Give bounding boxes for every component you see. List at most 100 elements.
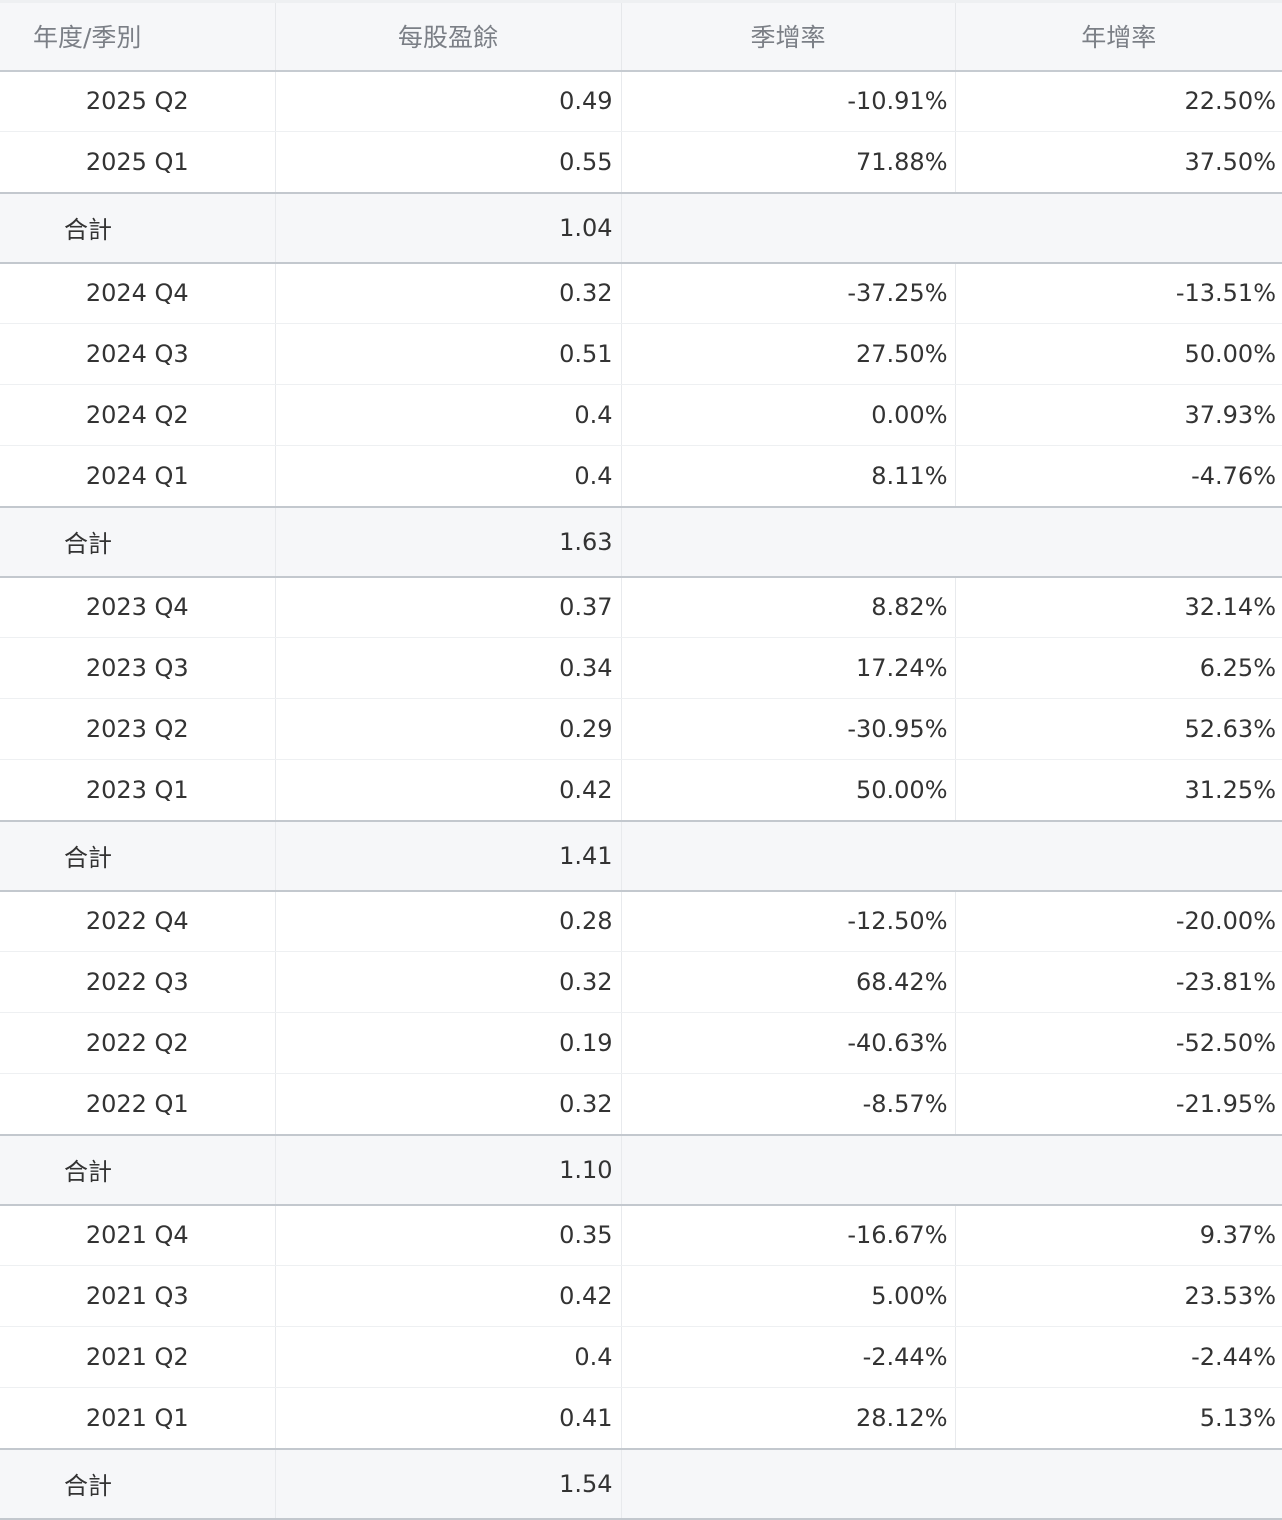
period-cell: 2025 Q2 — [0, 70, 275, 132]
period-cell: 2024 Q2 — [0, 384, 275, 446]
qoq-cell: 8.11% — [620, 445, 955, 507]
total-label: 合計 — [0, 1447, 275, 1520]
qoq-cell: 27.50% — [620, 323, 955, 385]
table-row: 2024 Q4 0.32 -37.25% -13.51% — [0, 262, 1282, 324]
eps-cell: 0.37 — [274, 576, 621, 638]
yoy-cell: 37.93% — [954, 384, 1282, 446]
total-label: 合計 — [0, 191, 275, 264]
qoq-cell: -8.57% — [620, 1073, 955, 1135]
eps-cell: 0.32 — [274, 1073, 621, 1135]
yoy-cell: 6.25% — [954, 637, 1282, 699]
table-row: 2023 Q2 0.29 -30.95% 52.63% — [0, 698, 1282, 760]
period-cell: 2024 Q3 — [0, 323, 275, 385]
qoq-cell: 17.24% — [620, 637, 955, 699]
table-row: 2021 Q2 0.4 -2.44% -2.44% — [0, 1326, 1282, 1388]
yoy-cell: 9.37% — [954, 1204, 1282, 1266]
table-row: 2023 Q3 0.34 17.24% 6.25% — [0, 637, 1282, 699]
eps-cell: 0.35 — [274, 1204, 621, 1266]
period-cell: 2023 Q1 — [85, 775, 189, 804]
qoq-cell: -2.44% — [620, 1326, 955, 1388]
qoq-cell: 50.00% — [620, 759, 955, 821]
column-header-yoy[interactable]: 年增率 — [954, 0, 1282, 72]
yoy-cell: -23.81% — [954, 951, 1282, 1013]
eps-cell: 0.4 — [274, 1326, 621, 1388]
period-cell: 2023 Q2 — [0, 698, 275, 760]
total-row: 合計 1.54 — [0, 1447, 1282, 1520]
yoy-cell: 52.63% — [954, 698, 1282, 760]
yoy-cell: -4.76% — [954, 445, 1282, 507]
table-row: 2025 Q1 0.55 71.88% 37.50% — [0, 131, 1282, 193]
qoq-cell: -10.91% — [620, 70, 955, 132]
total-row: 合計 1.41 — [0, 819, 1282, 892]
total-eps: 1.63 — [274, 505, 621, 578]
period-cell: 2021 Q4 — [0, 1204, 275, 1266]
period-cell: 2022 Q2 — [0, 1012, 275, 1074]
table-row: 2024 Q2 0.4 0.00% 37.93% — [0, 384, 1282, 446]
qoq-cell: 0.00% — [620, 384, 955, 446]
total-row: 合計 1.10 — [0, 1133, 1282, 1206]
period-cell: 2023 Q4 — [0, 576, 275, 638]
total-eps: 1.54 — [274, 1447, 621, 1520]
eps-cell: 0.32 — [274, 262, 621, 324]
total-eps: 1.41 — [274, 819, 621, 892]
eps-cell: 0.4 — [274, 445, 621, 507]
eps-cell: 0.42 — [274, 1265, 621, 1327]
table-row: 2021 Q1 0.41 28.12% 5.13% — [0, 1387, 1282, 1449]
qoq-cell: -30.95% — [620, 698, 955, 760]
table-row: 2022 Q1 0.32 -8.57% -21.95% — [0, 1073, 1282, 1135]
eps-cell: 0.41 — [274, 1387, 621, 1449]
period-cell: 2021 Q2 — [0, 1326, 275, 1388]
qoq-cell: 28.12% — [620, 1387, 955, 1449]
qoq-cell: -16.67% — [620, 1204, 955, 1266]
table-row: 2024 Q1 0.4 8.11% -4.76% — [0, 445, 1282, 507]
total-blank-cell — [620, 819, 1282, 892]
total-blank-cell — [620, 1447, 1282, 1520]
qoq-cell: 71.88% — [620, 131, 955, 193]
total-blank-cell — [620, 505, 1282, 578]
total-label: 合計 — [0, 819, 275, 892]
yoy-cell: 32.14% — [954, 576, 1282, 638]
table-row: 2022 Q2 0.19 -40.63% -52.50% — [0, 1012, 1282, 1074]
period-cell: 2023 Q3 — [0, 637, 275, 699]
table-body: 2025 Q2 0.49 -10.91% 22.50% 2025 Q1 0.55… — [0, 70, 1282, 1520]
total-blank-cell — [620, 191, 1282, 264]
eps-cell: 0.42 — [274, 759, 621, 821]
table-row: 2023 Q1 0.42 50.00% 31.25% — [0, 759, 1282, 821]
table-row: 2025 Q2 0.49 -10.91% 22.50% — [0, 70, 1282, 132]
total-label: 合計 — [0, 505, 275, 578]
table-row: 2023 Q4 0.37 8.82% 32.14% — [0, 576, 1282, 638]
eps-cell: 0.55 — [274, 131, 621, 193]
table-row: 2024 Q3 0.51 27.50% 50.00% — [0, 323, 1282, 385]
total-eps: 1.10 — [274, 1133, 621, 1206]
total-row: 合計 1.63 — [0, 505, 1282, 578]
period-cell: 2022 Q4 — [0, 890, 275, 952]
qoq-cell: 68.42% — [620, 951, 955, 1013]
period-cell: 2022 Q3 — [0, 951, 275, 1013]
column-header-qoq[interactable]: 季增率 — [620, 0, 955, 72]
eps-cell: 0.29 — [274, 698, 621, 760]
total-label: 合計 — [0, 1133, 275, 1206]
yoy-cell: 50.00% — [954, 323, 1282, 385]
yoy-cell: -20.00% — [954, 890, 1282, 952]
yoy-cell: 37.50% — [954, 131, 1282, 193]
yoy-cell: 5.13% — [954, 1387, 1282, 1449]
yoy-cell: -13.51% — [954, 262, 1282, 324]
total-eps: 1.04 — [274, 191, 621, 264]
yoy-cell: -21.95% — [954, 1073, 1282, 1135]
yoy-cell: 22.50% — [954, 70, 1282, 132]
eps-cell: 0.32 — [274, 951, 621, 1013]
column-header-period[interactable]: 年度/季別 — [0, 0, 275, 72]
yoy-cell: 31.25% — [954, 759, 1282, 821]
table-header: 年度/季別 每股盈餘 季增率 年增率 — [0, 0, 1282, 72]
qoq-cell: 5.00% — [620, 1265, 955, 1327]
qoq-cell: -37.25% — [620, 262, 955, 324]
period-cell: 2024 Q1 — [85, 461, 189, 490]
table-row: 2022 Q4 0.28 -12.50% -20.00% — [0, 890, 1282, 952]
table-row: 2022 Q3 0.32 68.42% -23.81% — [0, 951, 1282, 1013]
qoq-cell: -40.63% — [620, 1012, 955, 1074]
eps-cell: 0.4 — [274, 384, 621, 446]
eps-cell: 0.28 — [274, 890, 621, 952]
column-header-eps[interactable]: 每股盈餘 — [274, 0, 621, 72]
period-cell: 2021 Q1 — [85, 1403, 189, 1432]
